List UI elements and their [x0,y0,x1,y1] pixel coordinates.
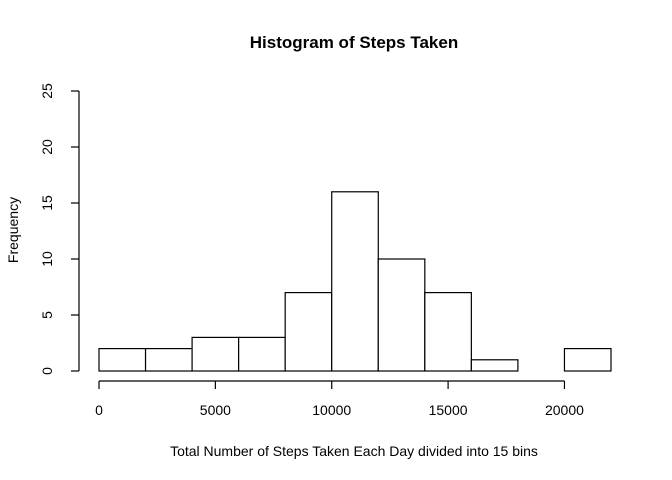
histogram-bar [563,348,612,372]
x-tick-label: 15000 [429,402,468,418]
histogram-bar [377,258,426,372]
x-tick-label: 0 [95,402,103,418]
chart-title: Histogram of Steps Taken [250,33,458,52]
histogram-bar [284,292,333,372]
histogram-bar [98,348,147,372]
x-axis-label: Total Number of Steps Taken Each Day div… [170,443,538,459]
x-tick-label: 20000 [545,402,584,418]
y-tick-label: 5 [39,311,55,319]
y-tick-label: 0 [39,367,55,375]
histogram-bar [191,336,240,372]
y-tick-label: 10 [39,251,55,267]
y-axis: 0 5 10 15 20 25 [39,83,80,375]
histogram-bar [331,191,379,372]
histogram-bar [144,348,193,372]
y-axis-label: Frequency [5,197,21,263]
x-axis: 0 5000 10000 15000 20000 [95,380,584,418]
x-tick-label: 5000 [200,402,231,418]
histogram-bar [424,292,472,372]
y-tick-label: 20 [39,139,55,155]
histogram-bar [470,359,519,372]
bars-group [98,191,612,372]
y-tick-label: 25 [39,83,55,99]
x-tick-label: 10000 [312,402,351,418]
y-tick-label: 15 [39,195,55,211]
histogram-bar [238,336,286,372]
